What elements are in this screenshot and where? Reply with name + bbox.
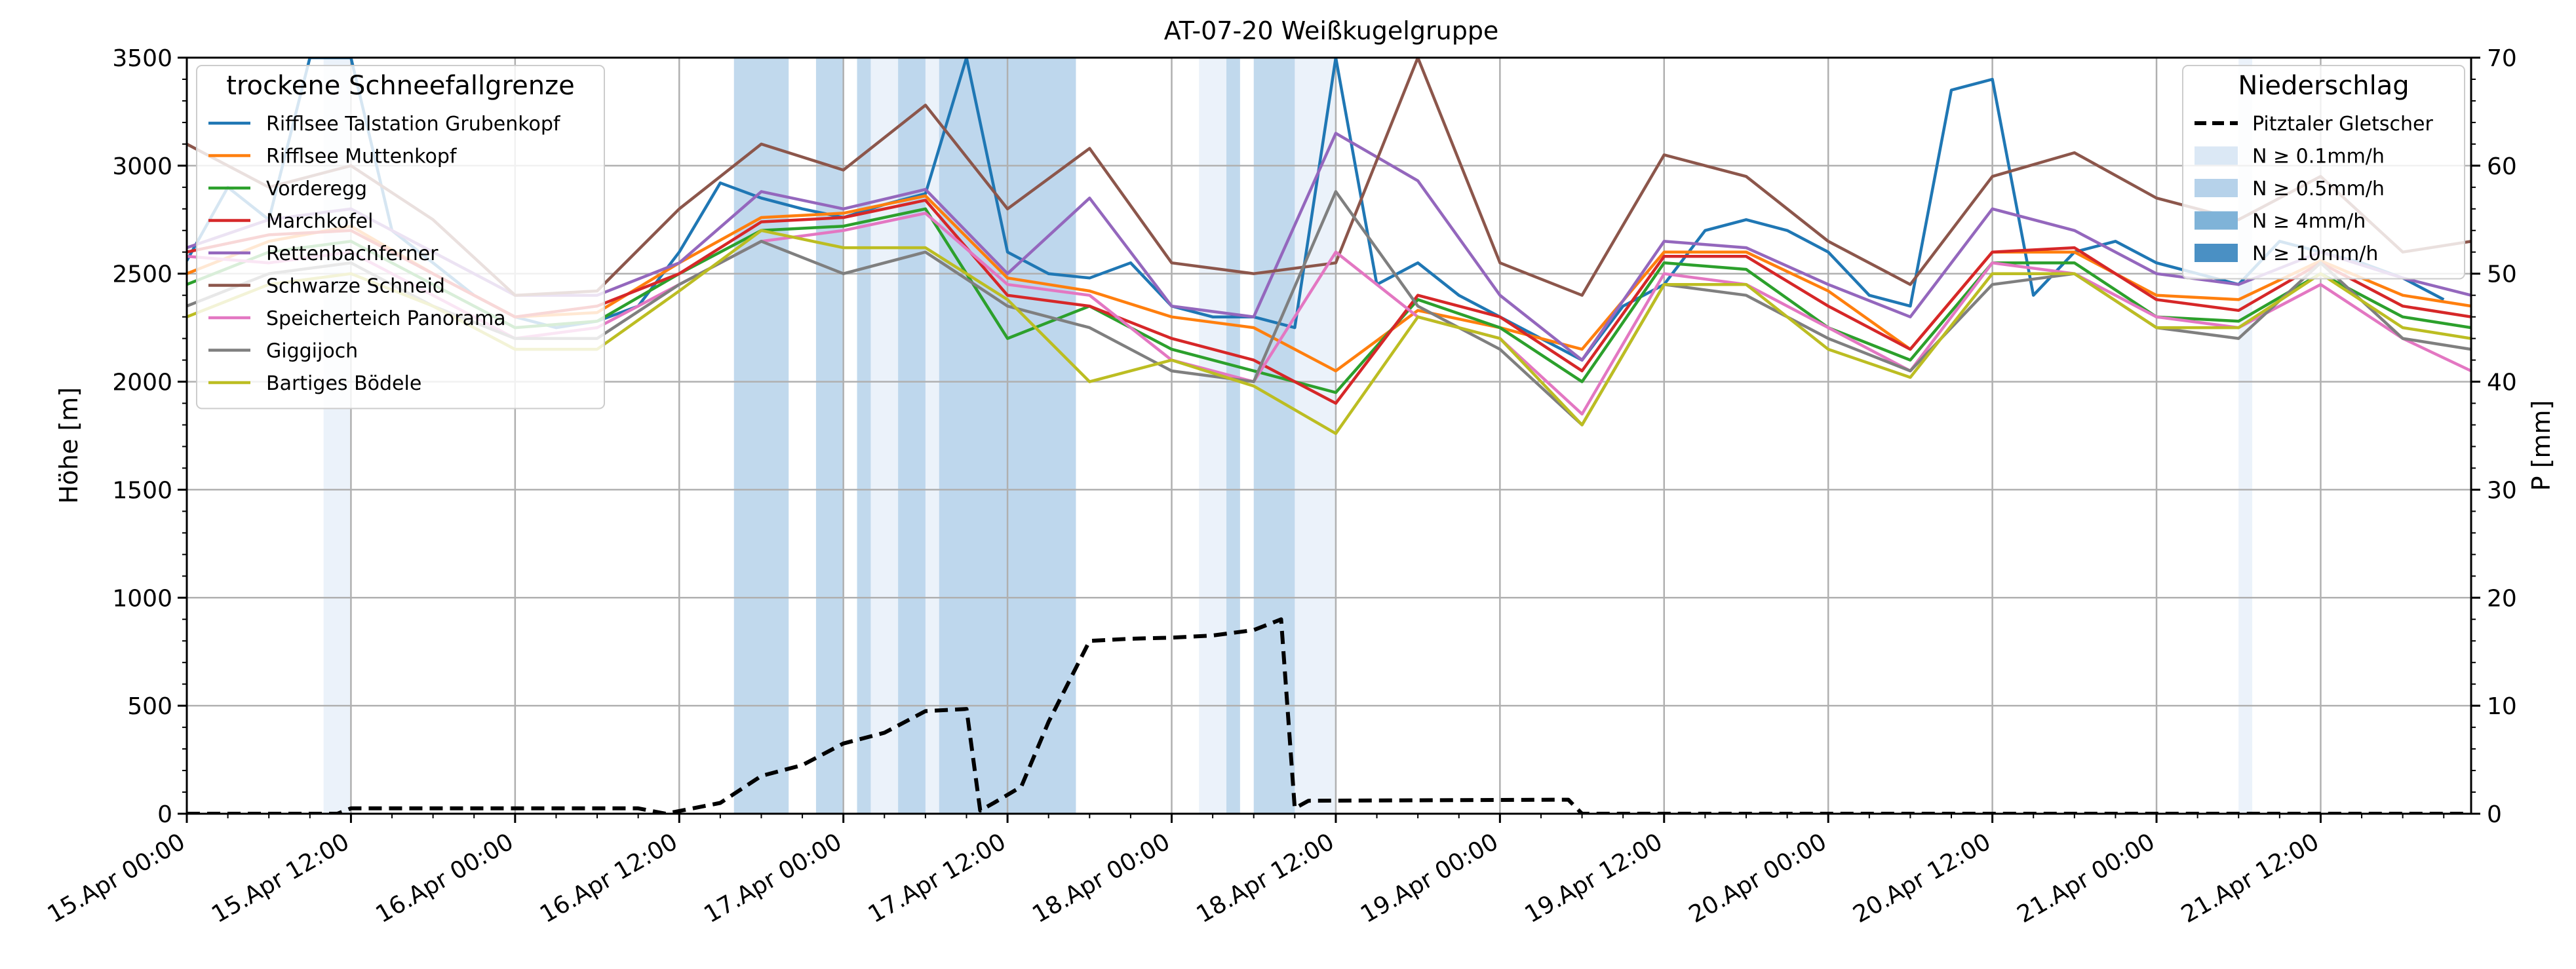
legend-label-6: Speicherteich Panorama xyxy=(266,307,506,330)
precip-band-7 xyxy=(815,58,844,814)
y-tick-label-2: 1000 xyxy=(112,585,172,612)
legend-label-2: Vorderegg xyxy=(266,178,367,200)
y2-tick-label-2: 20 xyxy=(2487,585,2517,612)
y2-tick-label-0: 0 xyxy=(2487,801,2502,828)
legend-precip-box xyxy=(2182,65,2465,280)
legend-intensity-swatch-1 xyxy=(2195,179,2238,197)
y2-axis-label: P [mm] xyxy=(2527,400,2556,491)
y-axis-label: Höhe [m] xyxy=(54,387,83,504)
precip-band-9 xyxy=(898,58,926,814)
legend-intensity-swatch-2 xyxy=(2195,211,2238,230)
y-tick-label-1: 500 xyxy=(127,693,172,720)
legend-precip-title: Niederschlag xyxy=(2238,71,2409,101)
y-tick-label-6: 3000 xyxy=(112,153,172,180)
plot-frame xyxy=(185,56,2472,815)
chart-title: AT-07-20 Weißkugelgruppe xyxy=(1164,16,1499,45)
precip-line xyxy=(187,617,2471,814)
y-tick-label-7: 3500 xyxy=(112,45,172,72)
legend-snowline-box xyxy=(196,65,605,409)
precip-band-4 xyxy=(1295,58,1336,814)
legend-label-3: Marchkofel xyxy=(266,210,373,233)
y2-tick-label-7: 70 xyxy=(2487,45,2517,72)
y-tick-label-3: 1500 xyxy=(112,477,172,504)
legend-label-0: Rifflsee Talstation Grubenkopf xyxy=(266,113,561,136)
y2-tick-label-3: 30 xyxy=(2487,477,2517,504)
y-tick-label-4: 2000 xyxy=(112,370,172,396)
precip-band-6 xyxy=(733,58,789,814)
legend-label-8: Bartiges Bödele xyxy=(266,372,421,395)
y2-tick-label-1: 10 xyxy=(2487,693,2517,720)
legend-label-4: Rettenbachferner xyxy=(266,242,439,265)
legend-label-7: Giggijoch xyxy=(266,340,358,363)
legend-label-5: Schwarze Schneid xyxy=(266,275,445,298)
legend-label-1: Rifflsee Muttenkopf xyxy=(266,145,458,168)
legend-intensity-label-3: N ≥ 10mm/h xyxy=(2252,242,2378,265)
precip-band-12 xyxy=(1253,58,1295,814)
y2-tick-label-4: 40 xyxy=(2487,370,2517,396)
precip-layer xyxy=(187,617,2471,814)
legend-intensity-label-1: N ≥ 0.5mm/h xyxy=(2252,178,2385,200)
y-tick-label-5: 2500 xyxy=(112,261,172,288)
legend-snowline: trockene Schneefallgrenze Rifflsee Talsta… xyxy=(196,65,605,409)
legend-intensity-swatch-0 xyxy=(2195,146,2238,165)
legend-precip-label: Pitztaler Gletscher xyxy=(2252,113,2433,136)
legend-precipitation: Niederschlag Pitztaler Gletscher N ≥ 0.1mm… xyxy=(2182,65,2465,280)
precip-band-11 xyxy=(1226,58,1240,814)
y-tick-label-0: 0 xyxy=(157,801,172,828)
precip-band-8 xyxy=(857,58,871,814)
legend-intensity-label-0: N ≥ 0.1mm/h xyxy=(2252,145,2385,168)
y2-tick-label-5: 50 xyxy=(2487,261,2517,288)
y2-tick-label-6: 60 xyxy=(2487,153,2517,180)
legend-snowline-title: trockene Schneefallgrenze xyxy=(226,71,574,101)
legend-intensity-swatch-3 xyxy=(2195,244,2238,262)
legend-intensity-label-2: N ≥ 4mm/h xyxy=(2252,210,2366,233)
precip-band-3 xyxy=(1199,58,1226,814)
